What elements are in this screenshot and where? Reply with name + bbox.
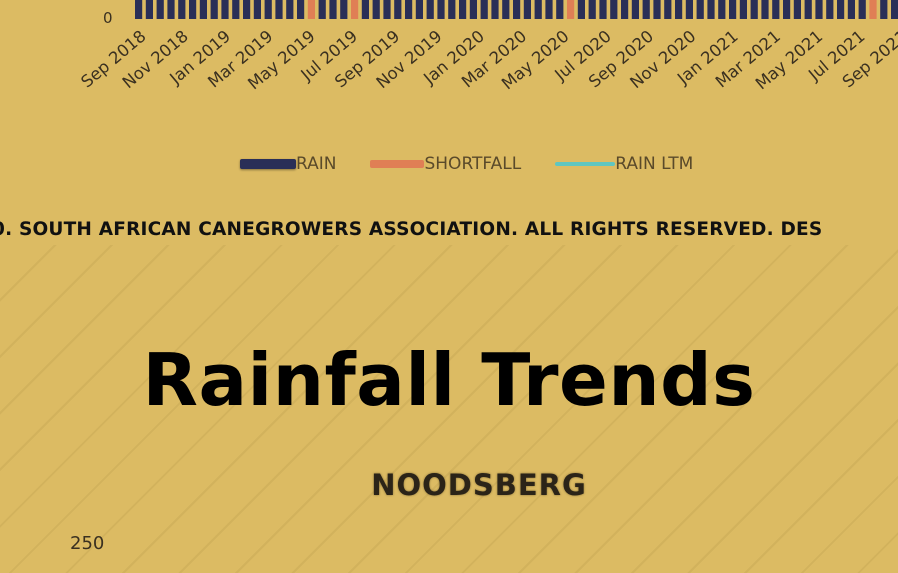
rain-bar xyxy=(847,0,855,19)
rain-bar xyxy=(297,0,305,19)
rain-bar xyxy=(189,0,197,19)
rain-bar xyxy=(156,0,164,19)
legend-rain: RAIN xyxy=(240,154,336,174)
rain-bar xyxy=(135,0,143,19)
rain-bar xyxy=(318,0,326,19)
rain-bar xyxy=(253,0,261,19)
rain-bar xyxy=(588,0,596,19)
rain-bar xyxy=(631,0,639,19)
rain-bar xyxy=(664,0,672,19)
rain-bar xyxy=(696,0,704,19)
rain-bar xyxy=(880,0,888,19)
rain-bar xyxy=(491,0,499,19)
rain-bar xyxy=(426,0,434,19)
rain-bar xyxy=(415,0,423,19)
rain-bar xyxy=(221,0,229,19)
y-tick-label: 250 xyxy=(70,533,105,554)
rain-bar xyxy=(577,0,585,19)
page-title: Rainfall Trends xyxy=(142,338,756,422)
rain-bar xyxy=(210,0,218,19)
rain-bar xyxy=(459,0,467,19)
rain-bar xyxy=(199,0,207,19)
shortfall-bar xyxy=(307,0,315,19)
rain-bar xyxy=(804,0,812,19)
legend-shortfall-label: SHORTFALL xyxy=(424,154,522,174)
legend-shortfall: SHORTFALL xyxy=(370,154,521,174)
chart-legend: RAIN SHORTFALL RAIN LTM xyxy=(240,150,693,178)
rain-bar xyxy=(545,0,553,19)
rain-bar xyxy=(243,0,251,19)
rain-bar xyxy=(286,0,294,19)
shortfall-bar xyxy=(869,0,877,19)
rain-bar xyxy=(858,0,866,19)
rain-bar xyxy=(599,0,607,19)
rain-bar xyxy=(534,0,542,19)
rain-bar xyxy=(502,0,510,19)
rain-bar xyxy=(448,0,456,19)
rain-bar xyxy=(685,0,693,19)
legend-rain-ltm: RAIN LTM xyxy=(555,154,693,174)
rain-bar xyxy=(372,0,380,19)
rain-bar xyxy=(340,0,348,19)
rain-bar xyxy=(729,0,737,19)
copyright-notice: 0. SOUTH AFRICAN CANEGROWERS ASSOCIATION… xyxy=(0,219,823,240)
rain-bar xyxy=(469,0,477,19)
legend-rain-swatch xyxy=(240,159,296,169)
rain-bar xyxy=(556,0,564,19)
rain-bar xyxy=(621,0,629,19)
rain-bar xyxy=(383,0,391,19)
rain-bar xyxy=(675,0,683,19)
rain-bar xyxy=(793,0,801,19)
rain-bar xyxy=(642,0,650,19)
rain-bar xyxy=(761,0,769,19)
legend-rain-ltm-label: RAIN LTM xyxy=(615,154,694,174)
rain-bar xyxy=(610,0,618,19)
rain-bar xyxy=(232,0,240,19)
background-pattern xyxy=(0,245,898,573)
rain-bar xyxy=(145,0,153,19)
rain-bar xyxy=(513,0,521,19)
rain-bar xyxy=(275,0,283,19)
rain-bar xyxy=(837,0,845,19)
rain-bar xyxy=(707,0,715,19)
rain-bar xyxy=(772,0,780,19)
rain-bar xyxy=(178,0,186,19)
rain-bar xyxy=(361,0,369,19)
rain-bar xyxy=(405,0,413,19)
rain-bar xyxy=(750,0,758,19)
rain-bar xyxy=(891,0,898,19)
rain-bar xyxy=(653,0,661,19)
rain-bar xyxy=(394,0,402,19)
rain-bar xyxy=(826,0,834,19)
rain-bar xyxy=(815,0,823,19)
shortfall-bar xyxy=(351,0,359,19)
rain-bar xyxy=(523,0,531,19)
rain-bar xyxy=(437,0,445,19)
rain-bar xyxy=(783,0,791,19)
rain-bar xyxy=(480,0,488,19)
rain-bar xyxy=(739,0,747,19)
rain-bar xyxy=(329,0,337,19)
y-tick-zero: 0 xyxy=(103,9,113,27)
legend-shortfall-swatch xyxy=(370,160,425,168)
rain-bar xyxy=(167,0,175,19)
chart-title-station: NOODSBERG xyxy=(371,468,587,502)
legend-rain-label: RAIN xyxy=(296,154,337,174)
rain-bar xyxy=(264,0,272,19)
rain-bar xyxy=(718,0,726,19)
shortfall-bar xyxy=(567,0,575,19)
legend-rain-ltm-swatch xyxy=(555,162,616,166)
